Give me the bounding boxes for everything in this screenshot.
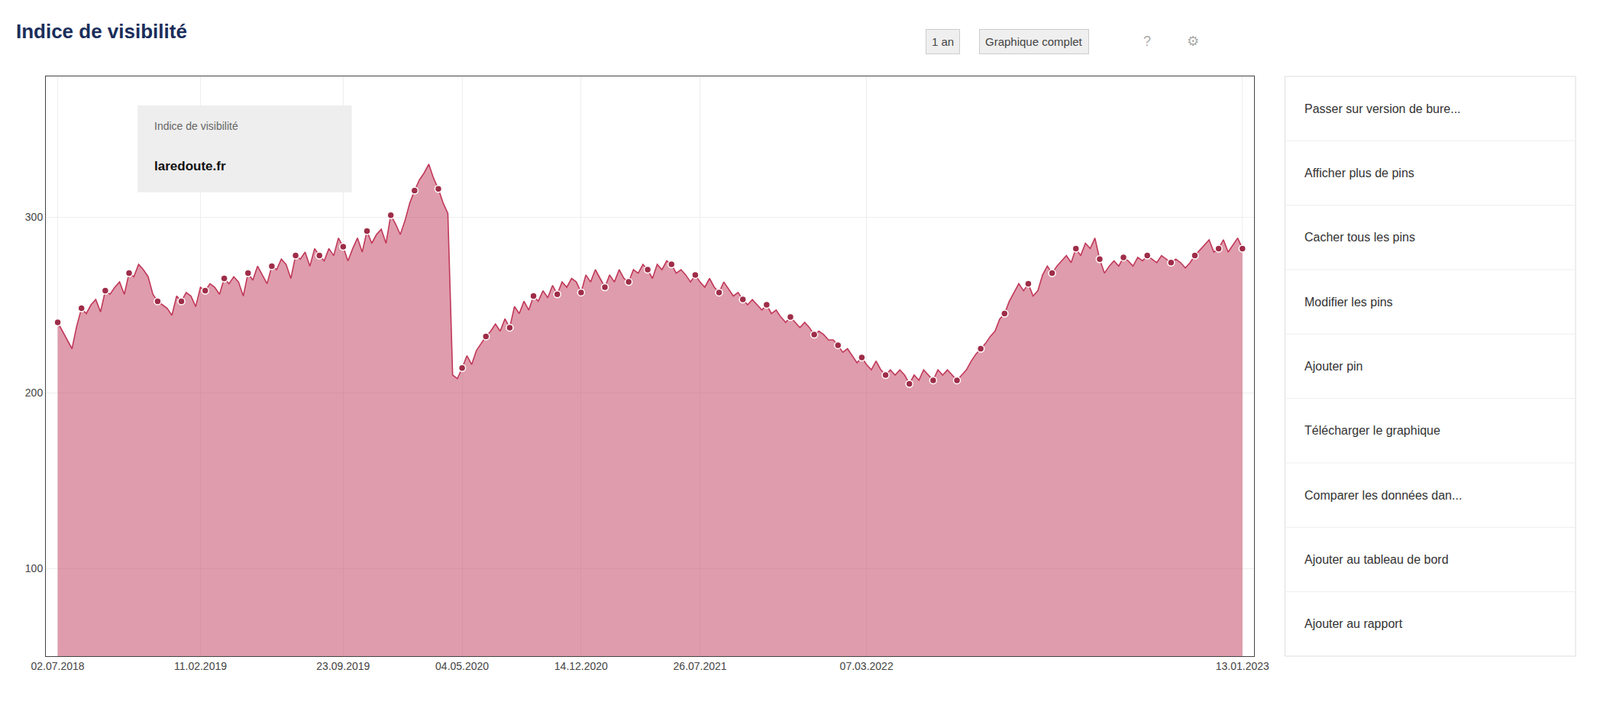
svg-text:Passer sur version de bure...: Passer sur version de bure... xyxy=(1304,102,1462,116)
svg-text:200: 200 xyxy=(25,386,44,399)
svg-text:Ajouter au tableau de bord: Ajouter au tableau de bord xyxy=(1304,552,1449,566)
svg-text:07.03.2022: 07.03.2022 xyxy=(840,659,894,673)
svg-text:Ajouter pin: Ajouter pin xyxy=(1304,359,1364,373)
svg-text:02.07.2018: 02.07.2018 xyxy=(31,659,85,673)
svg-text:Afficher plus de pins: Afficher plus de pins xyxy=(1304,166,1415,180)
svg-text:13.01.2023: 13.01.2023 xyxy=(1215,659,1270,673)
svg-text:Indice de visibilité: Indice de visibilité xyxy=(16,19,188,43)
svg-text:Modifier les pins: Modifier les pins xyxy=(1304,295,1394,309)
svg-text:?: ? xyxy=(1143,33,1151,49)
svg-text:laredoute.fr: laredoute.fr xyxy=(154,158,227,174)
svg-text:300: 300 xyxy=(25,210,44,224)
svg-text:⚙: ⚙ xyxy=(1186,33,1200,49)
svg-text:Graphique complet: Graphique complet xyxy=(985,35,1083,49)
svg-text:23.09.2019: 23.09.2019 xyxy=(316,659,370,673)
svg-text:Comparer les données dan...: Comparer les données dan... xyxy=(1304,488,1462,502)
svg-text:Cacher tous les pins: Cacher tous les pins xyxy=(1304,230,1416,244)
svg-text:Télécharger le graphique: Télécharger le graphique xyxy=(1304,423,1441,437)
svg-text:1 an: 1 an xyxy=(931,35,954,49)
svg-text:100: 100 xyxy=(25,562,44,575)
svg-text:14.12.2020: 14.12.2020 xyxy=(554,659,608,673)
svg-text:Indice de visibilité: Indice de visibilité xyxy=(154,119,239,133)
svg-text:26.07.2021: 26.07.2021 xyxy=(673,659,728,673)
svg-text:04.05.2020: 04.05.2020 xyxy=(435,659,489,673)
svg-text:11.02.2019: 11.02.2019 xyxy=(174,659,227,673)
svg-text:Ajouter au rapport: Ajouter au rapport xyxy=(1304,617,1403,631)
